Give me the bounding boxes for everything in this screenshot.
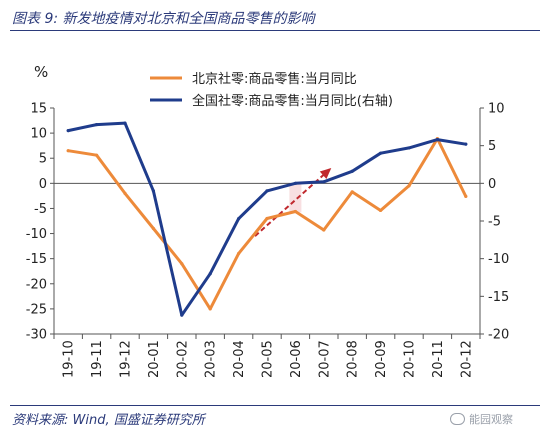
left-tick-label: 15	[30, 102, 47, 117]
data-point-national	[95, 122, 99, 127]
unit-label: %	[34, 63, 48, 81]
x-tick-label: 20-01	[147, 340, 162, 378]
watermark: 能园观察	[450, 411, 513, 427]
data-point-beijing	[407, 184, 411, 188]
x-tick-label: 20-10	[403, 340, 418, 378]
data-point-beijing	[293, 209, 297, 214]
data-point-national	[180, 313, 184, 317]
data-point-beijing	[208, 307, 212, 311]
right-tick-label: 5	[488, 139, 496, 154]
data-point-beijing	[123, 191, 127, 195]
data-point-beijing	[379, 208, 383, 213]
x-tick-label: 19-11	[90, 340, 105, 378]
left-tick-label: -25	[26, 302, 47, 317]
watermark-text: 能园观察	[469, 413, 513, 426]
right-tick-label: -20	[488, 328, 509, 343]
left-tick-label: -30	[26, 328, 47, 343]
right-tick-label: 0	[488, 177, 496, 192]
x-tick-label: 19-10	[62, 340, 77, 378]
right-tick-label: -5	[488, 215, 501, 230]
x-tick-label: 20-08	[346, 340, 361, 378]
highlight-band	[289, 184, 302, 213]
source-note: 资料来源: Wind, 国盛证券研究所	[12, 413, 205, 428]
trend-arrow-head	[319, 167, 332, 179]
x-tick-label: 20-03	[204, 340, 219, 378]
x-tick-label: 20-07	[317, 340, 332, 378]
source-divider	[10, 405, 540, 406]
annotation-layer	[254, 167, 332, 237]
data-point-national	[66, 129, 70, 133]
data-point-national	[350, 169, 354, 173]
x-tick-label: 20-12	[459, 340, 474, 378]
data-point-national	[464, 142, 468, 146]
data-point-national	[151, 189, 155, 193]
x-tick-label: 20-02	[175, 340, 190, 378]
right-tick-label: -10	[488, 252, 509, 267]
data-point-beijing	[265, 216, 269, 221]
left-tick-label: -10	[26, 227, 47, 242]
data-point-national	[208, 272, 212, 276]
data-point-national	[435, 138, 439, 142]
x-tick-label: 20-06	[289, 340, 304, 378]
chart-axes: -30 -25 -20 -15 -10 -5 0 5 10 15 -20 -15 -10 -5 0 5 10 19…	[26, 102, 509, 379]
left-tick-label: 10	[30, 127, 47, 142]
data-point-beijing	[95, 153, 99, 157]
data-point-national	[379, 151, 383, 155]
data-point-national	[237, 217, 241, 221]
data-point-beijing	[237, 252, 241, 256]
left-tick-label: 5	[39, 152, 47, 167]
left-tick-label: -5	[34, 202, 47, 217]
data-point-national	[322, 180, 326, 184]
left-tick-label: -20	[26, 277, 47, 292]
trend-arrow-line	[254, 168, 331, 237]
left-tick-label: 0	[39, 177, 47, 192]
figure-title: 图表 9: 新发地疫情对北京和全国商品零售的影响	[12, 11, 315, 27]
data-point-beijing	[350, 190, 354, 194]
x-tick-label: 20-05	[261, 340, 276, 378]
data-point-national	[265, 189, 269, 193]
data-point-national	[407, 146, 411, 150]
right-tick-label: -15	[488, 290, 509, 305]
data-point-beijing	[151, 226, 155, 231]
left-tick-label: -15	[26, 252, 47, 267]
x-tick-label: 20-11	[431, 340, 446, 378]
title-divider	[10, 30, 540, 31]
right-tick-label: 10	[488, 102, 505, 117]
series-lines	[66, 121, 468, 317]
data-point-national	[293, 181, 297, 185]
x-tick-label: 19-12	[119, 340, 134, 378]
legend-label: 北京社零:商品零售:当月同比	[192, 71, 357, 87]
chat-bubble-icon	[450, 413, 465, 425]
x-tick-label: 20-04	[232, 340, 247, 378]
data-point-national	[123, 121, 127, 125]
legend-label: 全国社零:商品零售:当月同比(右轴)	[192, 93, 393, 109]
series-line-beijing	[66, 137, 468, 311]
data-point-beijing	[66, 149, 70, 153]
data-point-beijing	[464, 194, 468, 198]
x-tick-label: 20-09	[374, 340, 389, 378]
data-point-beijing	[322, 228, 326, 232]
data-point-beijing	[180, 262, 184, 266]
